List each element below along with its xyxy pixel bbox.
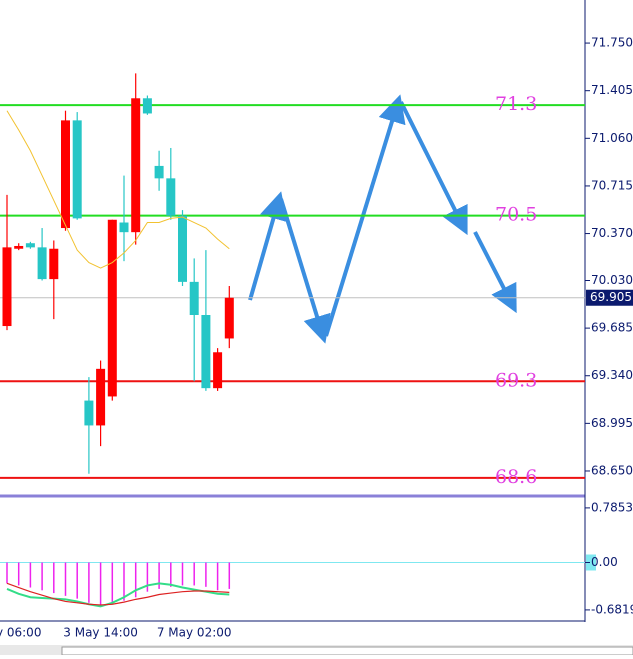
candle-body <box>84 400 94 426</box>
level-label: 71.3 <box>495 93 537 115</box>
candle-body <box>201 315 211 389</box>
level-label: 68.6 <box>495 466 537 488</box>
candle-body <box>224 297 234 339</box>
last-price-box <box>586 289 633 306</box>
y-tick-label: -0.6819 <box>591 602 633 616</box>
y-tick-label: 68.650 <box>591 463 633 477</box>
candle-body <box>166 178 176 216</box>
y-tick-label: 71.060 <box>591 131 633 145</box>
candle-body <box>213 352 223 389</box>
level-label: 69.3 <box>495 369 537 391</box>
candle-body <box>189 281 199 315</box>
candle-body <box>49 248 59 280</box>
y-tick-label: 70.370 <box>591 226 633 240</box>
y-tick-label: 0.00 <box>591 555 618 569</box>
candle-body <box>119 222 129 233</box>
scrollbar <box>61 646 633 656</box>
y-tick-label: 71.750 <box>591 36 633 50</box>
y-tick-label: 71.405 <box>591 83 633 97</box>
y-tick-label: 68.995 <box>591 416 633 430</box>
candle-body <box>154 165 164 179</box>
candle-body <box>107 219 117 397</box>
candle-body <box>178 215 187 282</box>
zero-box <box>586 554 596 571</box>
candle-body <box>14 245 24 249</box>
y-tick-label: 69.340 <box>591 368 633 382</box>
x-tick-label: 3 May 14:00 <box>63 626 138 640</box>
y-tick-label: 70.715 <box>591 178 633 192</box>
candle-body <box>142 98 152 114</box>
last-price-label: 69.905 <box>590 290 632 304</box>
y-tick-label: 69.685 <box>591 321 633 335</box>
y-tick-label: 0.7853 <box>591 500 633 514</box>
level-label: 70.5 <box>495 204 537 226</box>
candle-body <box>25 243 35 248</box>
indicator-line <box>6 582 230 608</box>
candle-body <box>37 247 47 280</box>
indicator-line <box>6 582 230 606</box>
candle-body <box>2 247 12 327</box>
x-tick-label: y 06:00 <box>0 626 41 640</box>
y-tick-label: 70.030 <box>591 273 633 287</box>
candle-body <box>61 120 70 229</box>
candle-body <box>72 120 82 219</box>
moving-average <box>6 110 230 269</box>
candle-body <box>96 368 106 426</box>
x-tick-label: 7 May 02:00 <box>157 626 232 640</box>
candle-body <box>131 98 141 233</box>
